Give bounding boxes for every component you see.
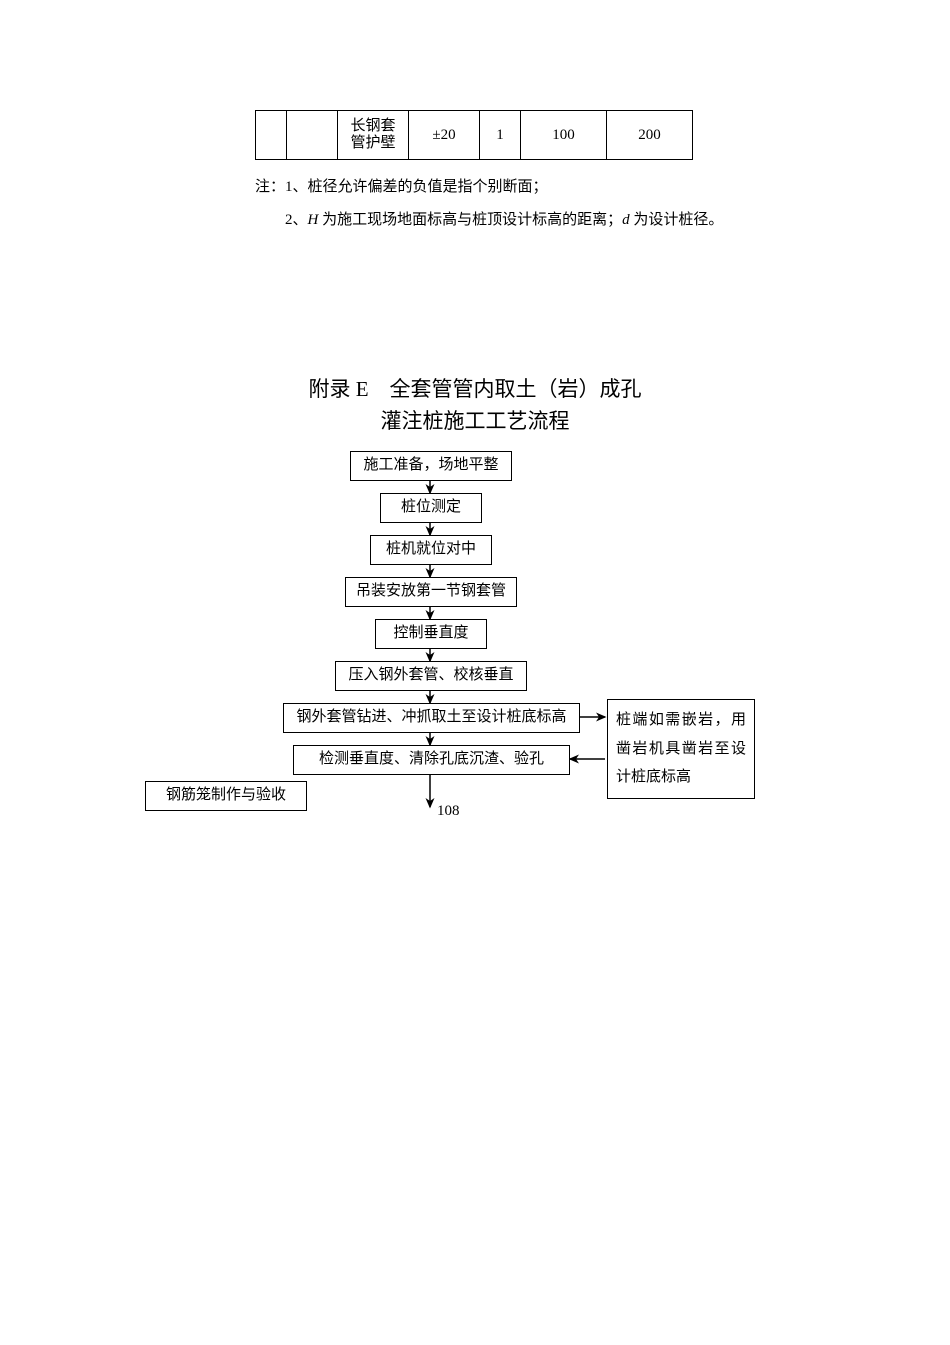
flowchart: 施工准备，场地平整 桩位测定 桩机就位对中 吊装安放第一节钢套管 控制垂直度 压… [175, 451, 775, 891]
flow-side-right: 桩端如需嵌岩，用凿岩机具凿岩至设计桩底标高 [607, 699, 755, 799]
note-2: 注： 2、 H 为施工现场地面标高与桩顶设计标高的距离；d 为设计桩径。 [255, 207, 950, 234]
note-1-text: 桩径允许偏差的负值是指个别断面； [308, 174, 548, 201]
note-2-d: d [622, 212, 630, 228]
tolerance-table: 长钢套 管护壁 ±20 1 100 200 [255, 110, 693, 160]
cell-c5: 100 [521, 111, 607, 160]
page: 长钢套 管护壁 ±20 1 100 200 注： 1、 桩径允许偏差的负值是指个… [0, 0, 950, 891]
flow-side-left: 钢筋笼制作与验收 [145, 781, 307, 811]
cell-c3: ±20 [409, 111, 480, 160]
cell-blank-1 [287, 111, 338, 160]
flow-node-2: 桩位测定 [380, 493, 482, 523]
table-row: 长钢套 管护壁 ±20 1 100 200 [256, 111, 693, 160]
notes-block: 注： 1、 桩径允许偏差的负值是指个别断面； 注： 2、 H 为施工现场地面标高… [255, 174, 950, 234]
cell-blank-0 [256, 111, 287, 160]
appendix-title-line2: 灌注桩施工工艺流程 [0, 406, 950, 438]
note-2-num: 2、 [285, 207, 308, 234]
flow-node-6: 压入钢外套管、校核垂直 [335, 661, 527, 691]
note-1-num: 1、 [285, 174, 308, 201]
flow-node-4: 吊装安放第一节钢套管 [345, 577, 517, 607]
cell-c6: 200 [607, 111, 693, 160]
flow-node-7: 钢外套管钻进、冲抓取土至设计桩底标高 [283, 703, 580, 733]
note-2-b: 为施工现场地面标高与桩顶设计标高的距离； [318, 212, 622, 228]
flow-node-8: 检测垂直度、清除孔底沉渣、验孔 [293, 745, 570, 775]
note-2-dtxt: 为设计桩径。 [630, 212, 724, 228]
cell-c2: 长钢套 管护壁 [338, 111, 409, 160]
note-2-H: H [308, 212, 319, 228]
cell-c4: 1 [480, 111, 521, 160]
flow-node-5: 控制垂直度 [375, 619, 487, 649]
note-2-text: H 为施工现场地面标高与桩顶设计标高的距离；d 为设计桩径。 [308, 207, 724, 234]
flow-node-1: 施工准备，场地平整 [350, 451, 512, 481]
appendix-title-line1: 附录 E 全套管管内取土（岩）成孔 [0, 374, 950, 406]
flow-node-3: 桩机就位对中 [370, 535, 492, 565]
note-prefix: 注： [255, 174, 285, 201]
page-number: 108 [437, 803, 460, 820]
note-1: 注： 1、 桩径允许偏差的负值是指个别断面； [255, 174, 950, 201]
appendix-title: 附录 E 全套管管内取土（岩）成孔 灌注桩施工工艺流程 [0, 374, 950, 437]
